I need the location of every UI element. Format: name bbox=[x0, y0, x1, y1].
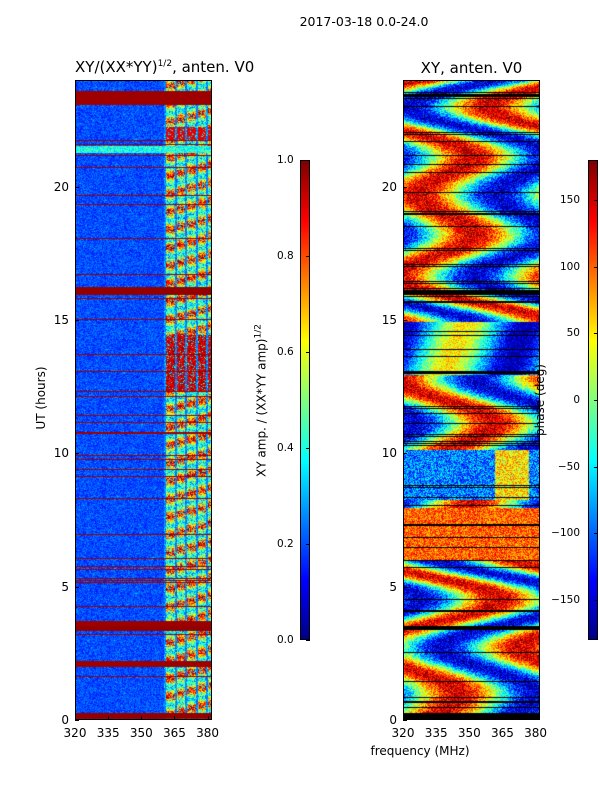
right-xtick-mark-320 bbox=[403, 716, 404, 720]
left-cbar-tick-3: 0.6 bbox=[277, 346, 294, 358]
right-cbar-tick-0: −150 bbox=[551, 594, 580, 606]
left-colorbar-canvas bbox=[301, 161, 309, 639]
xlabel: frequency (MHz) bbox=[330, 744, 510, 758]
right-ytick-0: 0 bbox=[389, 713, 397, 727]
right-ytick-mark-10 bbox=[403, 453, 407, 455]
left-xtick-mark-335 bbox=[108, 716, 110, 720]
left-xtick-350: 350 bbox=[129, 726, 153, 740]
left-xtick-335: 335 bbox=[96, 726, 120, 740]
left-cbar-tick-2: 0.4 bbox=[277, 442, 294, 454]
right-cbar-tick-2: −50 bbox=[557, 460, 580, 473]
xlabel-text: frequency (MHz) bbox=[370, 744, 470, 758]
left-cbar-tick-mark-3 bbox=[306, 352, 310, 353]
left-cbar-tick-mark-1 bbox=[306, 544, 310, 545]
left-xtick-365: 365 bbox=[162, 726, 186, 740]
left-cbar-tick-4: 0.8 bbox=[277, 250, 294, 262]
left-ytick-15: 15 bbox=[53, 313, 69, 327]
right-xtick-350: 350 bbox=[457, 726, 481, 740]
left-heatmap-canvas bbox=[76, 81, 211, 719]
right-colorbar-label: phase (deg) bbox=[533, 355, 547, 445]
right-cbar-tick-mark-2 bbox=[594, 466, 598, 468]
right-xtick-mark-365 bbox=[502, 716, 504, 720]
left-ytick-0: 0 bbox=[61, 713, 69, 727]
left-title-exp: 1/2 bbox=[157, 59, 173, 69]
left-cbar-tick-0: 0.0 bbox=[277, 634, 294, 646]
left-xtick-mark-350 bbox=[141, 716, 143, 720]
left-ytick-10: 10 bbox=[53, 446, 69, 461]
left-xtick-mark-320 bbox=[75, 716, 76, 720]
right-heatmap-canvas bbox=[404, 81, 539, 719]
left-cbar-tick-5: 1.0 bbox=[277, 154, 294, 166]
right-cbar-tick-mark-0 bbox=[594, 600, 598, 601]
left-ytick-20: 20 bbox=[53, 179, 69, 194]
left-cbar-label-base: XY amp. / (XX*YY amp) bbox=[254, 338, 269, 477]
left-title-base: XY/(XX*YY) bbox=[75, 58, 158, 76]
right-cbar-tick-1: −100 bbox=[551, 527, 580, 540]
figure-title-text: 2017-03-18 0.0-24.0 bbox=[299, 14, 429, 29]
left-ylabel-text: UT (hours) bbox=[34, 366, 48, 430]
left-panel-title: XY/(XX*YY)1/2, anten. V0 bbox=[75, 58, 254, 76]
right-ytick-15: 15 bbox=[381, 313, 397, 327]
right-cbar-label-text: phase (deg) bbox=[533, 364, 547, 437]
right-cbar-tick-mark-5 bbox=[594, 266, 598, 268]
right-heatmap bbox=[403, 80, 540, 720]
right-cbar-tick-mark-1 bbox=[594, 533, 598, 535]
right-ytick-mark-0 bbox=[403, 720, 407, 721]
right-ytick-20: 20 bbox=[381, 179, 397, 194]
right-xtick-380: 380 bbox=[524, 726, 548, 740]
right-ytick-mark-5 bbox=[403, 586, 407, 588]
left-cbar-tick-mark-2 bbox=[306, 448, 310, 449]
right-xtick-mark-335 bbox=[436, 716, 438, 720]
left-xtick-380: 380 bbox=[196, 726, 220, 740]
right-cbar-tick-5: 100 bbox=[559, 260, 580, 273]
left-colorbar-label: XY amp. / (XX*YY amp)1/2 bbox=[254, 306, 269, 496]
right-cbar-tick-mark-3 bbox=[594, 400, 598, 401]
left-xtick-mark-380 bbox=[207, 716, 209, 720]
left-cbar-tick-mark-5 bbox=[306, 160, 310, 161]
right-ytick-mark-20 bbox=[403, 186, 407, 188]
right-cbar-tick-mark-4 bbox=[594, 333, 598, 335]
left-ytick-mark-10 bbox=[75, 453, 79, 455]
left-ytick-5: 5 bbox=[61, 579, 69, 594]
right-colorbar-canvas bbox=[589, 161, 597, 639]
left-xtick-320: 320 bbox=[63, 726, 87, 740]
right-cbar-tick-mark-6 bbox=[594, 200, 598, 201]
right-xtick-335: 335 bbox=[424, 726, 448, 740]
figure-title: 2017-03-18 0.0-24.0 bbox=[0, 14, 600, 29]
right-xtick-320: 320 bbox=[391, 726, 415, 740]
right-title-text: XY, anten. V0 bbox=[420, 59, 523, 77]
left-ytick-mark-20 bbox=[75, 186, 79, 188]
left-ytick-mark-5 bbox=[75, 586, 79, 588]
left-ylabel: UT (hours) bbox=[34, 353, 48, 443]
left-xtick-mark-365 bbox=[174, 716, 176, 720]
right-ytick-mark-15 bbox=[403, 320, 407, 321]
right-xtick-mark-350 bbox=[469, 716, 471, 720]
left-colorbar bbox=[300, 160, 310, 640]
right-xtick-365: 365 bbox=[490, 726, 514, 740]
left-title-tail: , anten. V0 bbox=[172, 58, 255, 76]
left-cbar-tick-mark-0 bbox=[306, 640, 310, 641]
left-cbar-tick-1: 0.2 bbox=[277, 538, 294, 550]
right-ytick-5: 5 bbox=[389, 579, 397, 594]
left-cbar-label-exp: 1/2 bbox=[253, 324, 264, 339]
right-panel-title: XY, anten. V0 bbox=[403, 59, 540, 77]
right-cbar-tick-3: 0 bbox=[573, 394, 580, 406]
left-ytick-mark-0 bbox=[75, 720, 79, 721]
right-xtick-mark-380 bbox=[535, 716, 537, 720]
left-heatmap bbox=[75, 80, 212, 720]
right-cbar-tick-4: 50 bbox=[566, 327, 580, 340]
right-cbar-tick-6: 150 bbox=[559, 194, 580, 206]
right-ytick-10: 10 bbox=[381, 446, 397, 461]
left-ytick-mark-15 bbox=[75, 320, 79, 321]
left-cbar-tick-mark-4 bbox=[306, 256, 310, 257]
